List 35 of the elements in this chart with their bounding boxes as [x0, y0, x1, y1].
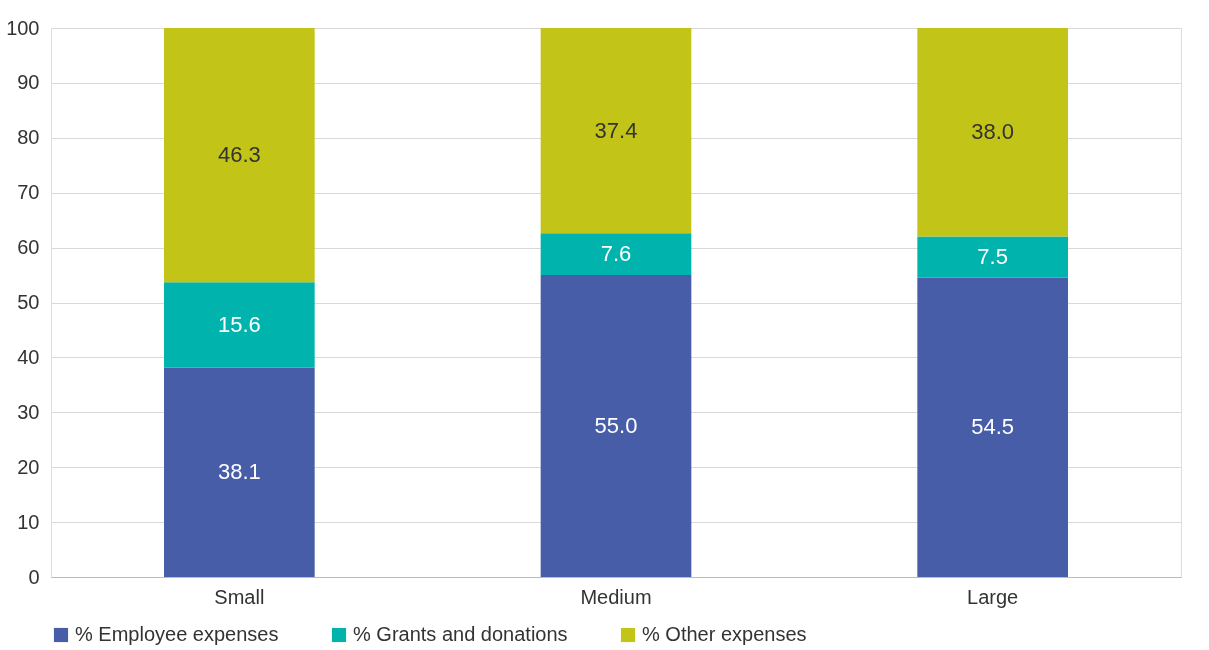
- data-label: 54.5: [971, 414, 1015, 440]
- y-tick-label: 80: [17, 126, 40, 149]
- data-label: 7.5: [977, 244, 1008, 270]
- y-tick-label: 20: [17, 455, 40, 478]
- legend-label: % Employee expenses: [75, 623, 279, 645]
- bar: [917, 277, 1068, 577]
- bar: [164, 367, 315, 577]
- data-label: 55.0: [594, 413, 638, 439]
- data-label: 38.1: [217, 459, 261, 485]
- bar: [164, 28, 315, 283]
- data-label: 38.0: [971, 119, 1015, 145]
- y-tick-label: 0: [28, 565, 40, 588]
- x-tick-label: Medium: [580, 585, 652, 608]
- y-tick-label: 70: [17, 181, 40, 204]
- y-tick-label: 100: [6, 16, 40, 39]
- data-label: 37.4: [594, 117, 638, 143]
- x-tick-label: Small: [214, 585, 265, 608]
- y-tick-label: 90: [17, 71, 40, 94]
- bar: [164, 282, 315, 368]
- y-tick-label: 40: [17, 345, 40, 368]
- legend-label: % Other expenses: [642, 623, 807, 645]
- bar: [540, 275, 692, 577]
- data-label: 7.6: [600, 241, 632, 267]
- y-tick-label: 10: [17, 510, 40, 533]
- y-tick-label: 30: [17, 400, 40, 423]
- bar: [917, 236, 1068, 278]
- legend-label: % Grants and donations: [353, 623, 568, 645]
- data-label: 15.6: [217, 312, 261, 338]
- bar: [917, 28, 1068, 237]
- y-tick-label: 60: [17, 236, 40, 259]
- y-tick-label: 50: [17, 291, 40, 313]
- x-tick-label: Large: [967, 585, 1019, 608]
- bar: [540, 28, 692, 234]
- data-label: 46.3: [217, 142, 261, 168]
- bar: [540, 233, 692, 276]
